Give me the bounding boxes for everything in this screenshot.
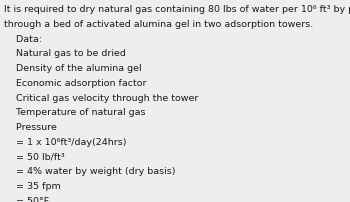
Text: = 4% water by weight (dry basis): = 4% water by weight (dry basis) (4, 167, 175, 176)
Text: Natural gas to be dried: Natural gas to be dried (4, 49, 125, 58)
Text: = 50°F: = 50°F (4, 197, 49, 202)
Text: Data:: Data: (4, 35, 42, 44)
Text: = 1 x 10⁶ft³/day(24hrs): = 1 x 10⁶ft³/day(24hrs) (4, 138, 126, 147)
Text: Economic adsorption factor: Economic adsorption factor (4, 79, 146, 88)
Text: Critical gas velocity through the tower: Critical gas velocity through the tower (4, 94, 198, 103)
Text: Temperature of natural gas: Temperature of natural gas (4, 108, 145, 117)
Text: Pressure: Pressure (4, 123, 56, 132)
Text: Density of the alumina gel: Density of the alumina gel (4, 64, 141, 73)
Text: = 50 lb/ft³: = 50 lb/ft³ (4, 153, 64, 162)
Text: through a bed of activated alumina gel in two adsorption towers.: through a bed of activated alumina gel i… (4, 20, 313, 29)
Text: It is required to dry natural gas containing 80 lbs of water per 10⁶ ft³ by pass: It is required to dry natural gas contai… (4, 5, 350, 14)
Text: = 35 fpm: = 35 fpm (4, 182, 60, 191)
